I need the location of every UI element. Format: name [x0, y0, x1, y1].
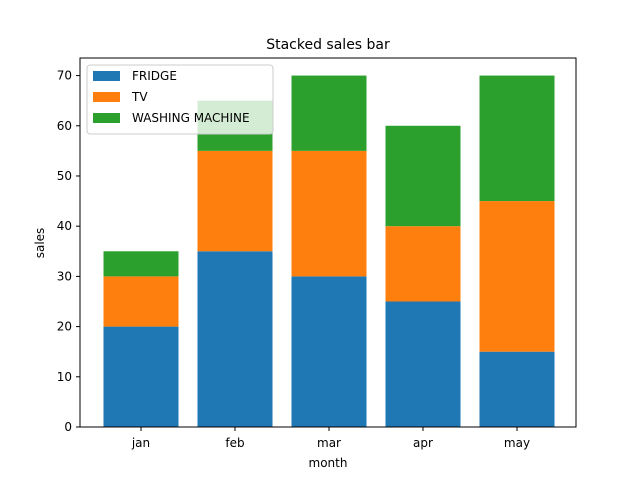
legend-label: TV	[131, 90, 148, 104]
y-tick-label: 20	[57, 320, 72, 334]
bar-tv-jan	[103, 276, 179, 327]
legend-swatch	[93, 71, 120, 81]
x-tick-label: apr	[413, 436, 433, 450]
x-tick-label: may	[504, 436, 530, 450]
y-tick-label: 30	[57, 269, 72, 283]
legend-swatch	[93, 113, 120, 123]
legend-label: FRIDGE	[132, 69, 177, 83]
chart-title: Stacked sales bar	[266, 37, 390, 53]
bar-tv-apr	[385, 226, 461, 302]
bar-washing-machine-may	[479, 75, 555, 202]
axes-layer: 0 10 20 30 40 50 60 70 jan feb mar apr may	[57, 57, 577, 450]
x-axis-label: month	[309, 456, 348, 470]
y-axis-label: sales	[33, 228, 47, 259]
bar-fridge-feb	[197, 251, 273, 427]
bars-layer	[103, 75, 555, 427]
bar-tv-feb	[197, 150, 273, 252]
y-tick-label: 60	[57, 119, 72, 133]
bar-fridge-apr	[385, 301, 461, 427]
x-tick-label: feb	[225, 436, 244, 450]
bar-washing-machine-apr	[385, 125, 461, 227]
y-tick-label: 50	[57, 169, 72, 183]
bar-tv-may	[479, 201, 555, 352]
y-tick-label: 0	[64, 420, 72, 434]
x-tick-label: jan	[131, 436, 150, 450]
legend-box	[86, 64, 274, 135]
bar-fridge-may	[479, 351, 555, 427]
y-tick-label: 10	[57, 370, 72, 384]
bar-fridge-jan	[103, 326, 179, 427]
y-tick-label: 40	[57, 219, 72, 233]
y-tick-label: 70	[57, 69, 72, 83]
bar-fridge-mar	[291, 276, 367, 427]
plot-frame	[79, 57, 577, 428]
legend-swatch	[93, 92, 120, 102]
legend-label: WASHING MACHINE	[132, 111, 250, 125]
bar-washing-machine-mar	[291, 75, 367, 151]
legend: FRIDGE TV WASHING MACHINE	[86, 64, 274, 135]
x-tick-label: mar	[317, 436, 341, 450]
bar-washing-machine-jan	[103, 251, 179, 277]
bar-tv-mar	[291, 150, 367, 277]
